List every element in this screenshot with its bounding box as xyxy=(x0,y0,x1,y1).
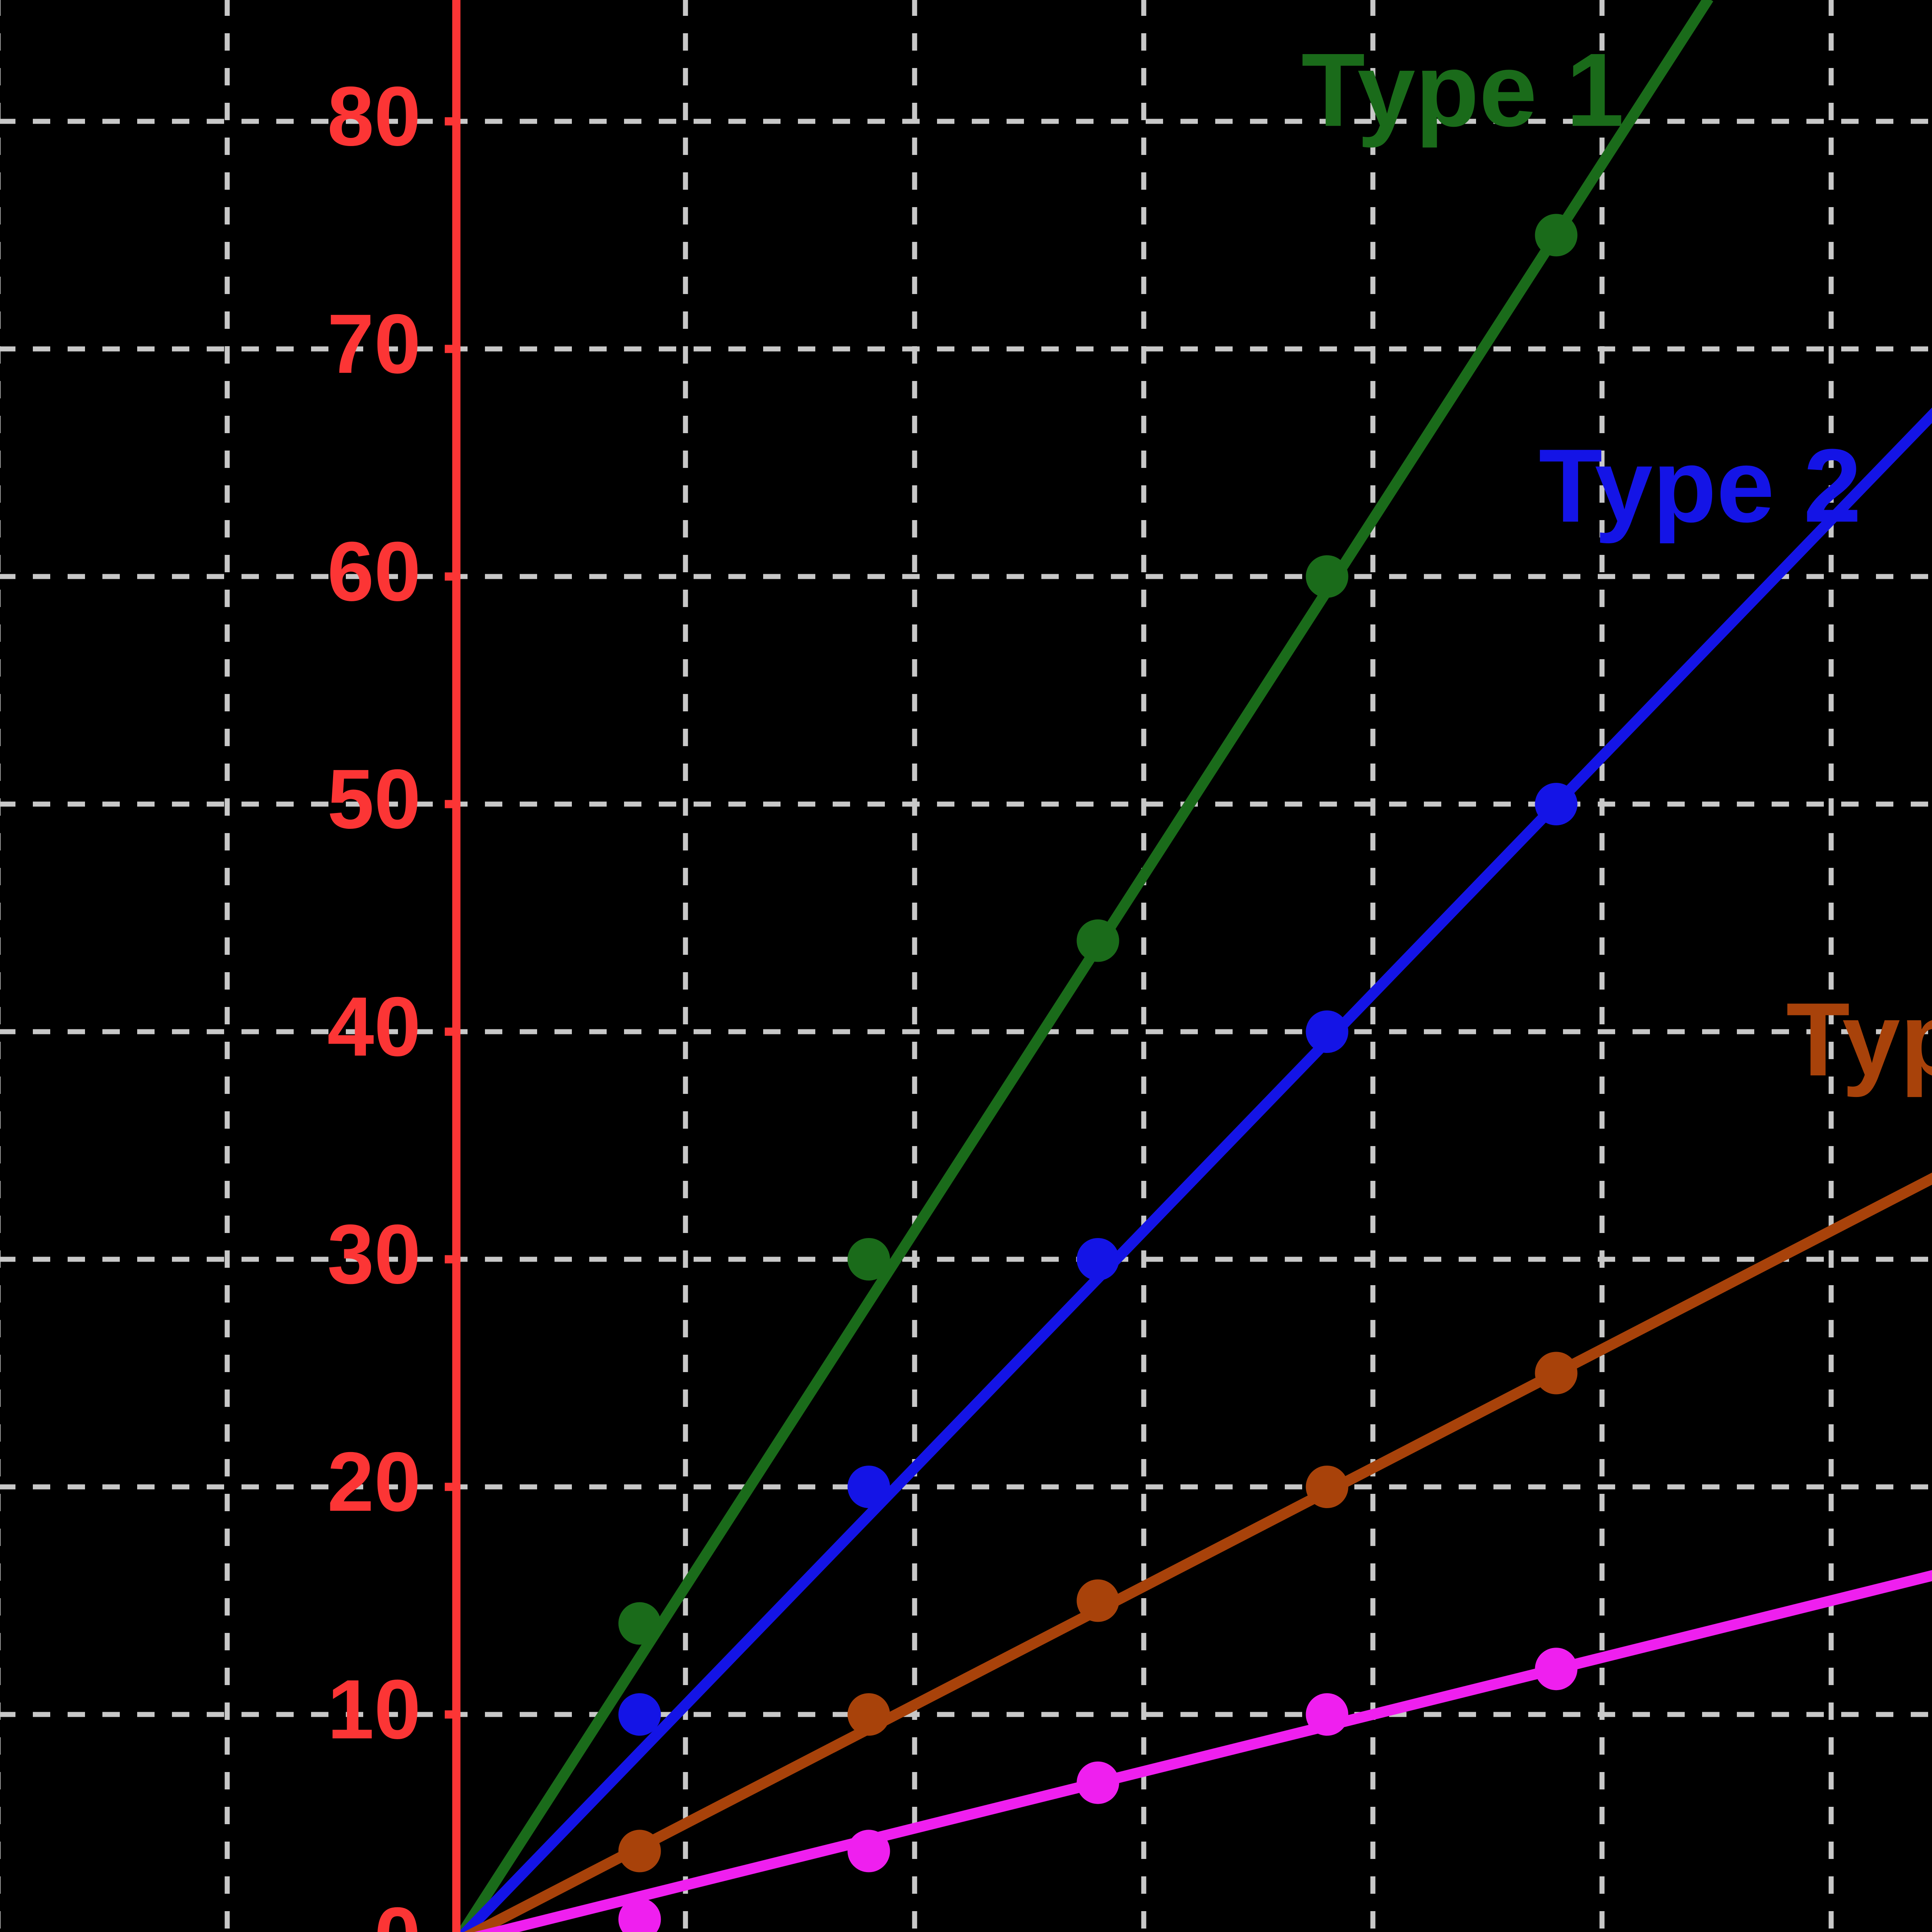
svg-text:20: 20 xyxy=(327,1435,421,1529)
svg-text:0: 0 xyxy=(374,1890,421,1932)
svg-text:60: 60 xyxy=(327,525,421,619)
svg-text:30: 30 xyxy=(327,1208,421,1301)
svg-text:Type 2: Type 2 xyxy=(1539,428,1861,544)
svg-text:50: 50 xyxy=(327,752,421,846)
svg-text:Type 3: Type 3 xyxy=(1786,981,1932,1098)
svg-text:Type 1: Type 1 xyxy=(1301,32,1624,149)
svg-text:10: 10 xyxy=(327,1663,421,1757)
svg-text:40: 40 xyxy=(327,980,421,1074)
svg-text:80: 80 xyxy=(327,70,421,163)
svg-text:70: 70 xyxy=(327,297,421,391)
